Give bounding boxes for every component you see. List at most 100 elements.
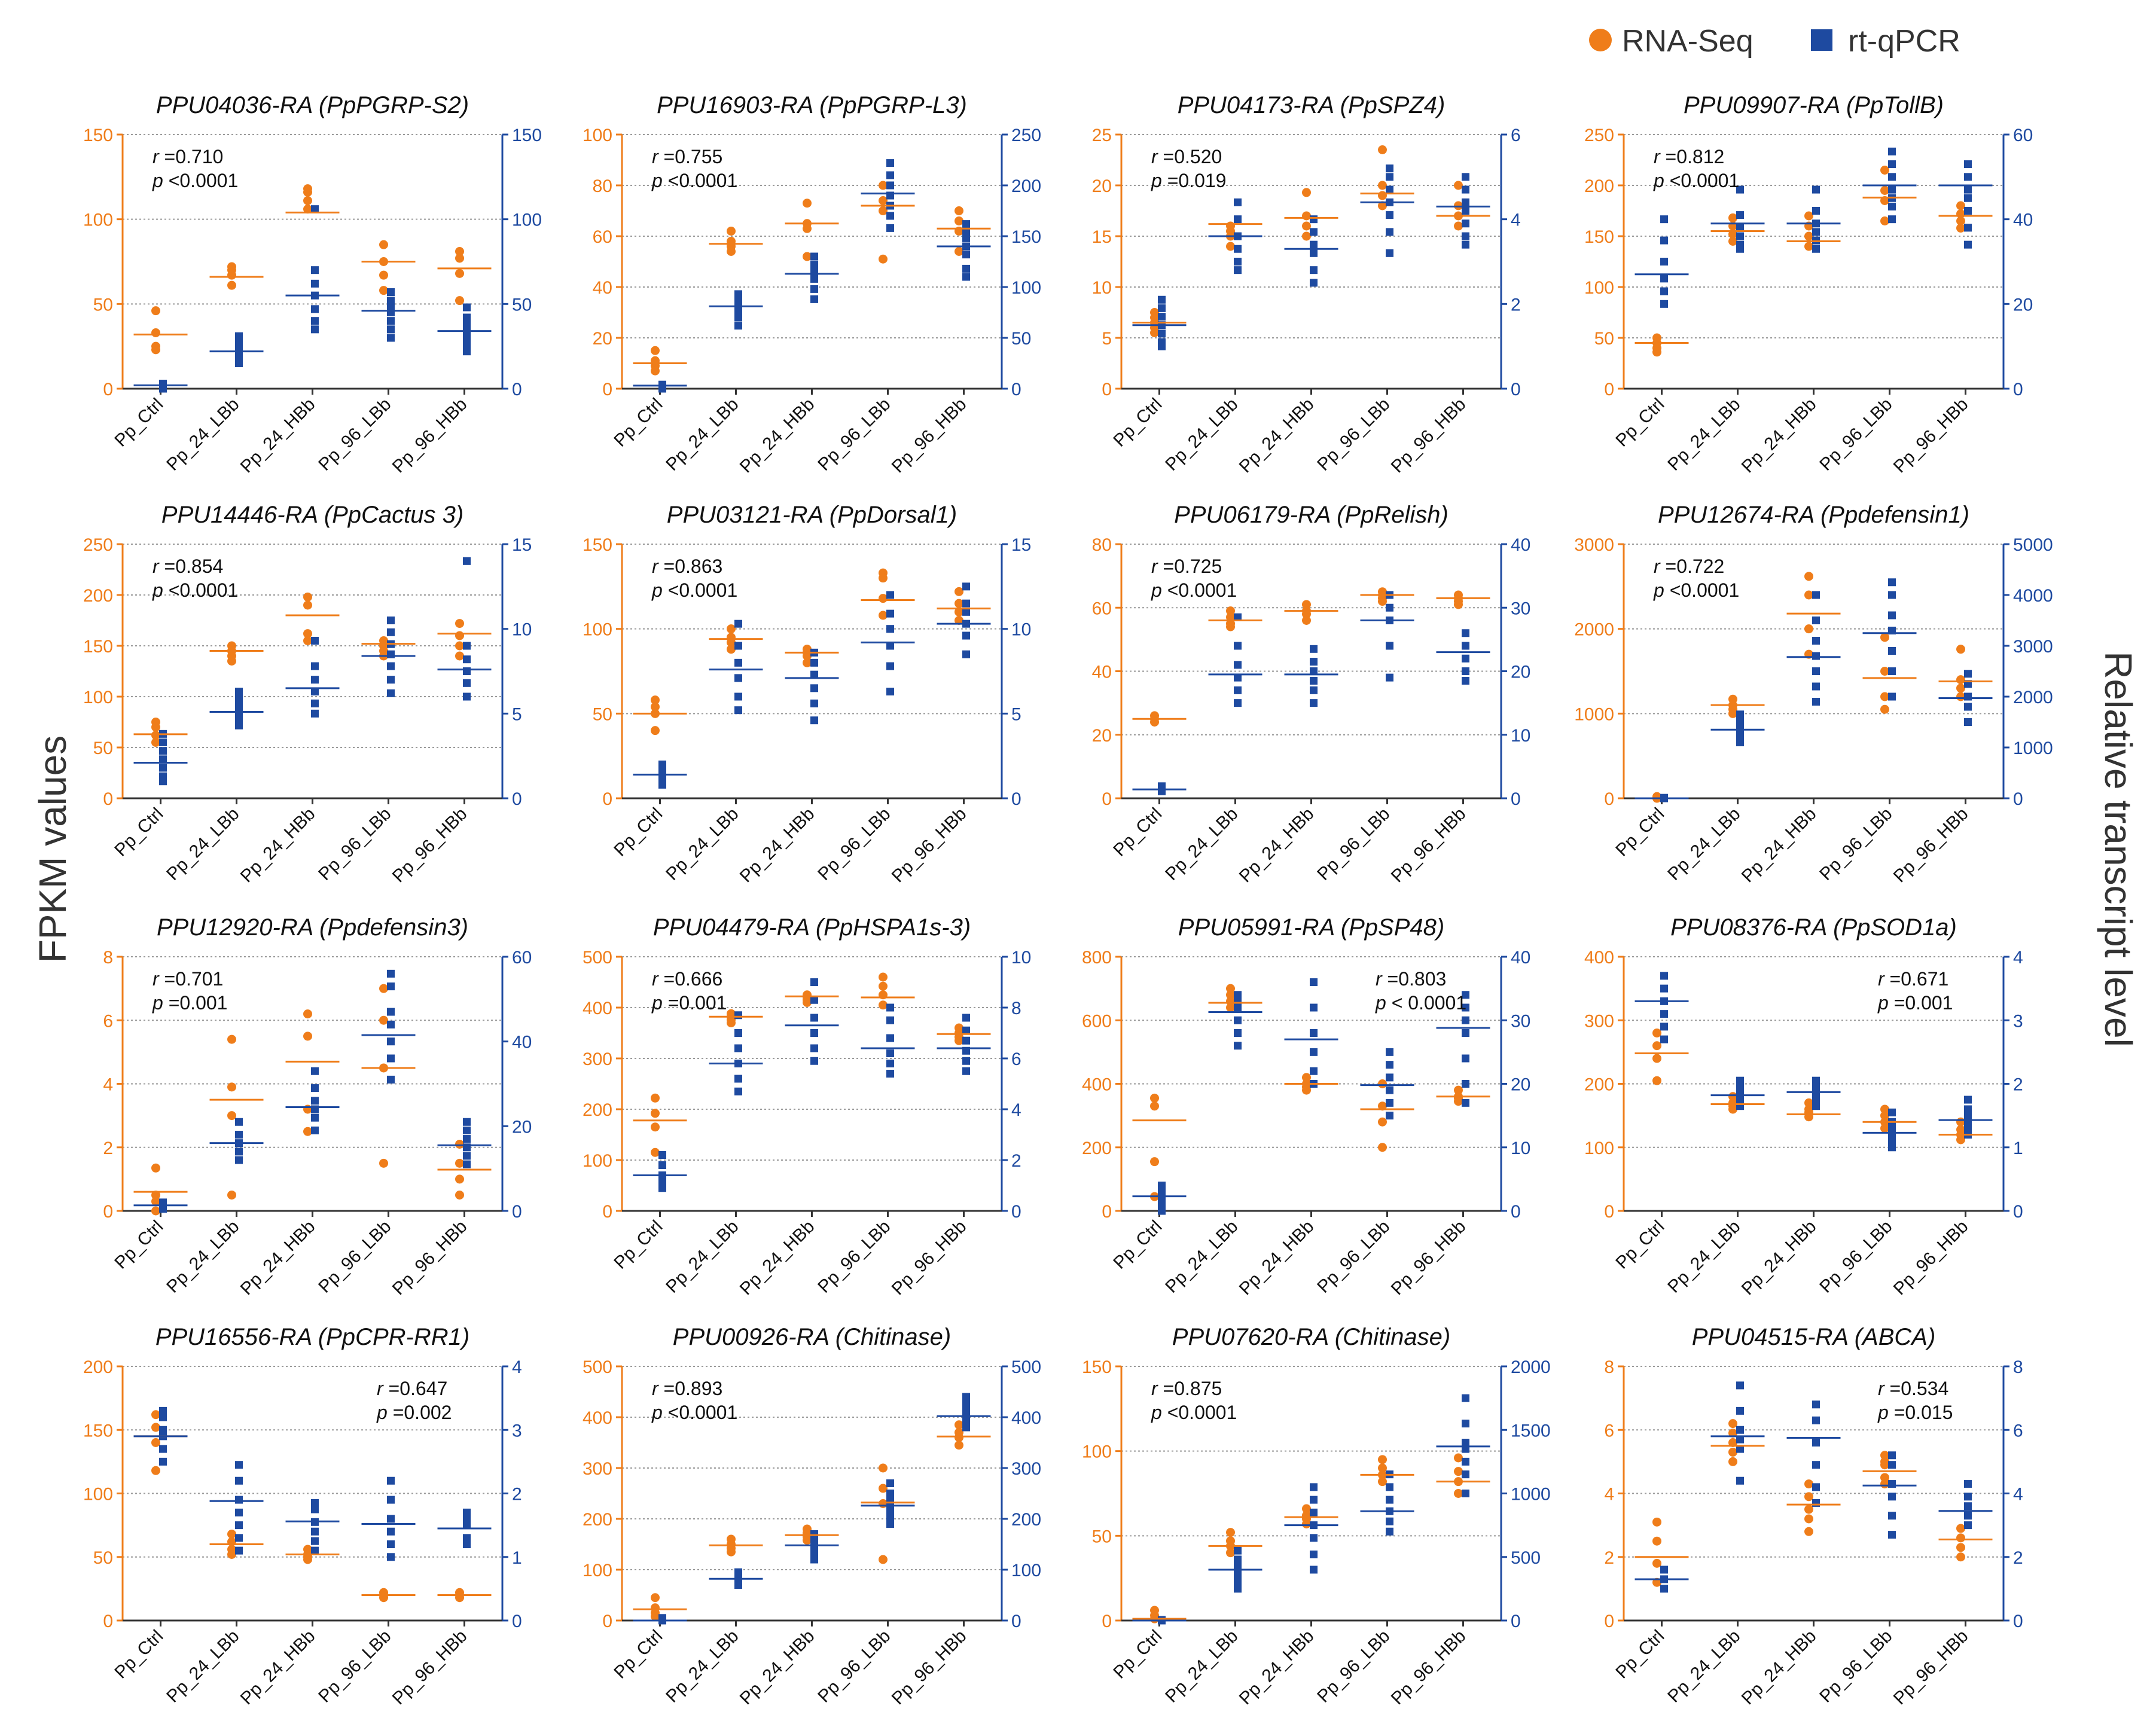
x-tick-label: Pp_24_LBb: [1161, 1626, 1242, 1707]
qpcr-point: [1736, 1435, 1744, 1444]
qpcr-point: [159, 755, 167, 764]
right-tick-label: 150: [512, 126, 542, 145]
qpcr-point: [311, 266, 319, 274]
rnaseq-point: [151, 731, 160, 740]
left-tick-label: 800: [1082, 948, 1112, 968]
left-tick-label: 100: [1584, 278, 1614, 298]
qpcr-point: [1386, 1086, 1393, 1094]
qpcr-point: [1386, 164, 1393, 173]
left-tick-label: 300: [1584, 1011, 1614, 1031]
stat-r: r =0.812: [1654, 146, 1724, 167]
stat-p: p =0.002: [376, 1402, 452, 1423]
qpcr-point: [159, 1445, 167, 1453]
right-tick-label: 40: [1511, 535, 1530, 555]
qpcr-point: [159, 747, 167, 755]
qpcr-point: [1386, 1048, 1393, 1056]
qpcr-point: [235, 688, 243, 695]
right-tick-label: 10: [1011, 948, 1031, 968]
rnaseq-point: [227, 1550, 236, 1559]
rnaseq-point: [1728, 709, 1737, 718]
qpcr-point: [235, 1461, 243, 1469]
right-tick-label: 150: [1011, 227, 1041, 247]
rnaseq-point: [1454, 1467, 1463, 1476]
qpcr-point: [810, 658, 818, 667]
rnaseq-point: [1880, 667, 1889, 676]
rnaseq-point: [651, 1122, 660, 1132]
stat-p: p <0.0001: [651, 1402, 737, 1423]
qpcr-point: [1888, 591, 1896, 599]
rnaseq-point: [455, 1174, 464, 1184]
x-tick-label: Pp_Ctrl: [1109, 1217, 1166, 1273]
x-tick-label: Pp_24_HBb: [736, 1626, 819, 1709]
rnaseq-point: [303, 592, 312, 602]
rnaseq-point: [1302, 221, 1311, 231]
qpcr-point: [1310, 1565, 1318, 1574]
rnaseq-point: [651, 1109, 660, 1118]
right-tick-label: 4: [2013, 948, 2023, 968]
rnaseq-point: [651, 1148, 660, 1157]
qpcr-point: [463, 340, 471, 349]
chart-panel: PPU04036-RA (PpPGRP-S2) 0 50 100 150 0 50 100 15…: [83, 92, 542, 477]
qpcr-point: [1386, 1073, 1393, 1082]
rnaseq-point: [1378, 1117, 1387, 1127]
left-tick-label: 2: [1604, 1548, 1614, 1568]
qpcr-point: [1812, 228, 1820, 236]
chart-panel: PPU14446-RA (PpCactus 3) 0 50 100 150 200 250 0…: [83, 502, 532, 886]
right-tick-label: 500: [1011, 1357, 1041, 1377]
rnaseq-point: [1956, 692, 1965, 701]
rnaseq-point: [879, 594, 888, 603]
qpcr-point: [1812, 617, 1820, 624]
left-tick-label: 3000: [1574, 535, 1614, 555]
qpcr-point: [1310, 1029, 1318, 1037]
qpcr-point: [886, 1070, 894, 1078]
qpcr-point: [1234, 661, 1242, 669]
stat-p: p <0.0001: [152, 579, 238, 601]
qpcr-point: [387, 288, 395, 296]
qpcr-point: [1158, 329, 1166, 338]
qpcr-point: [235, 701, 243, 709]
stat-p: p <0.0001: [152, 170, 238, 191]
qpcr-point: [1888, 692, 1896, 701]
qpcr-point: [962, 273, 970, 281]
qpcr-point: [1812, 667, 1820, 675]
qpcr-point: [1812, 1439, 1820, 1446]
qpcr-point: [159, 1406, 167, 1415]
qpcr-point: [235, 1148, 243, 1156]
rnaseq-point: [303, 1009, 312, 1019]
qpcr-point: [1812, 652, 1820, 660]
qpcr-point: [658, 780, 666, 789]
qpcr-point: [1964, 1112, 1972, 1120]
qpcr-point: [311, 317, 319, 325]
left-tick-label: 50: [93, 1548, 113, 1568]
qpcr-point: [962, 1036, 970, 1045]
x-tick-label: Pp_24_LBb: [1664, 804, 1744, 884]
qpcr-point: [1462, 1098, 1469, 1107]
left-tick-label: 0: [103, 380, 113, 399]
left-tick-label: 150: [1584, 227, 1614, 247]
qpcr-point: [962, 599, 970, 608]
rnaseq-point: [1728, 237, 1737, 246]
right-tick-label: 100: [512, 210, 542, 230]
qpcr-point: [1660, 1035, 1668, 1043]
qpcr-point: [235, 1131, 243, 1139]
rnaseq-point: [455, 247, 464, 256]
qpcr-point: [1462, 1420, 1469, 1428]
right-tick-label: 0: [1011, 380, 1021, 399]
rnaseq-point: [379, 984, 388, 993]
rnaseq-point: [1956, 216, 1965, 225]
x-tick-label: Pp_24_LBb: [1664, 1626, 1744, 1707]
chart-title: PPU00926-RA (Chitinase): [673, 1324, 951, 1350]
qpcr-point: [1310, 676, 1318, 685]
rnaseq-point: [1956, 645, 1965, 654]
x-tick-label: Pp_96_HBb: [888, 1217, 971, 1299]
qpcr-point: [387, 628, 395, 636]
left-tick-label: 80: [1092, 535, 1112, 555]
chart-panel: PPU16903-RA (PpPGRP-L3) 0 20 40 60 80 100 0 50 10…: [583, 92, 1041, 477]
right-tick-label: 20: [1511, 663, 1530, 682]
rnaseq-point: [1880, 692, 1889, 701]
qpcr-point: [1234, 613, 1242, 621]
rnaseq-point: [1956, 1552, 1965, 1562]
qpcr-point: [1888, 202, 1896, 210]
qpcr-point: [463, 1118, 471, 1126]
right-tick-label: 4: [1011, 1100, 1021, 1120]
